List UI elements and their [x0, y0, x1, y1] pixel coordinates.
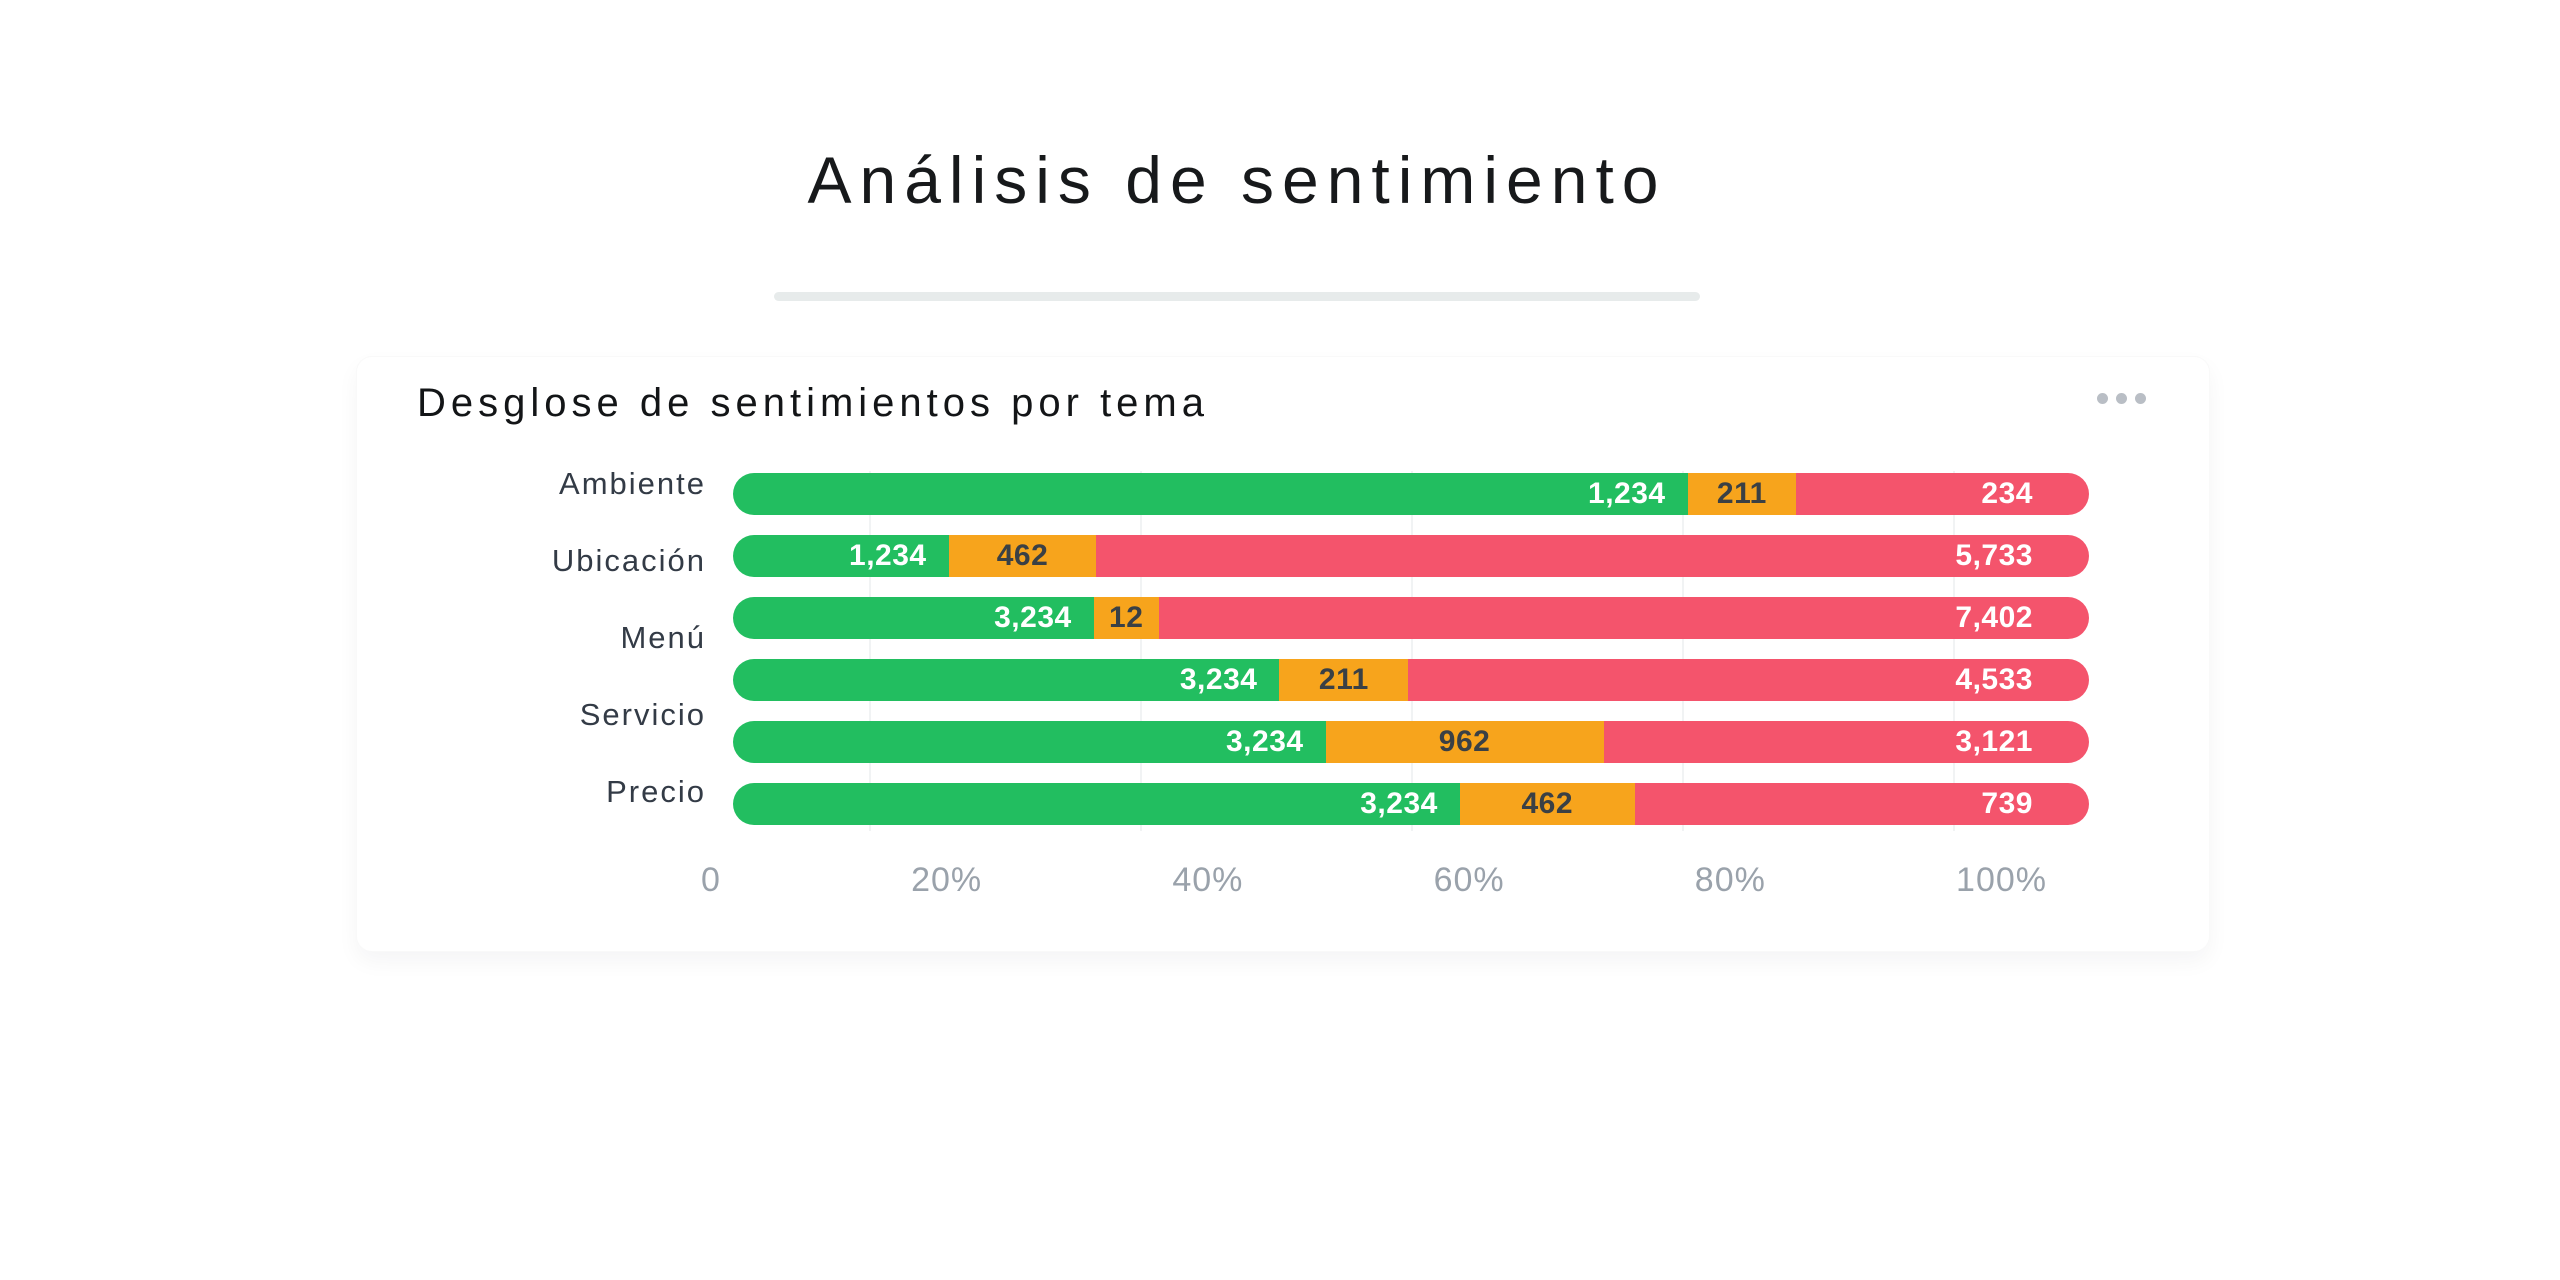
chart-title: Desglose de sentimientos por tema [417, 381, 1209, 425]
x-tick-100: 100% [1956, 861, 2047, 899]
category-label-precio: Precio [606, 774, 706, 809]
category-label-ubicacion: Ubicación [551, 543, 706, 578]
bar-segment-green[interactable]: 3,234 [733, 597, 1094, 639]
bar-segment-green[interactable]: 1,234 [733, 535, 949, 577]
sentiment-card: Desglose de sentimientos por tema Ambien… [356, 356, 2210, 952]
bar-segment-green[interactable]: 1,234 [733, 473, 1688, 515]
gridline [1682, 471, 1685, 831]
page-title: Análisis de sentimiento [807, 143, 1667, 217]
bar-row-4: 3,234 211 4,533 [733, 659, 2089, 701]
bar-segment-green[interactable]: 3,234 [733, 783, 1460, 825]
gridline [868, 471, 871, 831]
x-tick-40: 40% [1172, 861, 1244, 899]
gridline [1953, 471, 1956, 831]
category-label-menu: Menú [620, 620, 706, 655]
bar-row-2: 1,234 462 5,733 [733, 535, 2089, 577]
bar-segment-red[interactable]: 7,402 [1158, 597, 2089, 639]
card-menu-button[interactable] [2089, 385, 2154, 412]
bar-segment-green[interactable]: 3,234 [733, 721, 1326, 763]
bar-segment-green[interactable]: 3,234 [733, 659, 1280, 701]
ellipsis-icon [2097, 393, 2108, 404]
bar-row-3: 3,234 12 7,402 [733, 597, 2089, 639]
bar-segment-red[interactable]: 234 [1796, 473, 2089, 515]
bar-row-1: 1,234 211 234 [733, 473, 2089, 515]
category-axis: Ambiente Ubicación Menú Servicio Precio [357, 464, 706, 812]
bar-segment-orange[interactable]: 211 [1279, 659, 1409, 701]
x-tick-80: 80% [1694, 861, 1766, 899]
x-tick-60: 60% [1433, 861, 1505, 899]
bar-segment-red[interactable]: 4,533 [1408, 659, 2089, 701]
x-tick-0: 0 [701, 861, 721, 899]
bar-row-5: 3,234 962 3,121 [733, 721, 2089, 763]
bar-segment-red[interactable]: 5,733 [1096, 535, 2089, 577]
bar-segment-red[interactable]: 739 [1634, 783, 2089, 825]
gridline [1411, 471, 1413, 831]
ellipsis-icon [2116, 393, 2127, 404]
bar-row-6: 3,234 462 739 [733, 783, 2089, 825]
x-tick-20: 20% [911, 861, 983, 899]
bar-segment-orange[interactable]: 211 [1687, 473, 1797, 515]
bar-segment-red[interactable]: 3,121 [1603, 721, 2089, 763]
category-label-ambiente: Ambiente [559, 466, 706, 501]
x-axis: 0 20% 40% 60% 80% 100% [701, 862, 2047, 898]
page-header: Análisis de sentimiento [807, 140, 1666, 220]
category-label-servicio: Servicio [579, 697, 706, 732]
header-divider [774, 292, 1700, 301]
bar-segment-orange[interactable]: 962 [1325, 721, 1604, 763]
gridline [1139, 471, 1142, 831]
plot-area: 1,234 211 234 1,234 462 5,733 3,234 12 7… [733, 471, 2089, 831]
bar-segment-orange[interactable]: 462 [1459, 783, 1635, 825]
bar-segment-orange[interactable]: 12 [1093, 597, 1159, 639]
ellipsis-icon [2135, 393, 2146, 404]
bar-segment-orange[interactable]: 462 [948, 535, 1097, 577]
